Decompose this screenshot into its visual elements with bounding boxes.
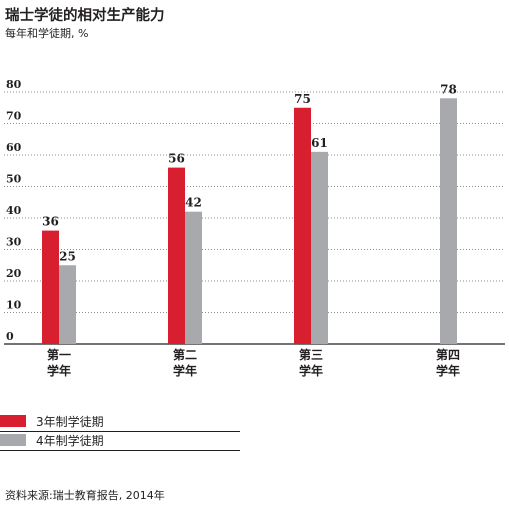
bar-2-2 xyxy=(185,211,202,344)
legend-label-series-2: 4年制学徒期 xyxy=(36,434,104,448)
bar-1-1 xyxy=(42,230,59,344)
y-tick-label: 40 xyxy=(6,204,22,217)
y-tick-label: 60 xyxy=(6,141,22,154)
bar-1-2 xyxy=(168,167,185,344)
legend-label-series-1: 3年制学徒期 xyxy=(36,415,104,429)
bar-2-1 xyxy=(59,265,76,344)
y-tick-label: 10 xyxy=(6,299,22,312)
y-tick-label: 0 xyxy=(6,330,14,343)
legend-divider xyxy=(0,450,240,451)
source-note: 资料来源:瑞士教育报告, 2014年 xyxy=(5,489,165,502)
legend-item-series-1: 3年制学徒期 xyxy=(0,415,240,433)
y-tick-label: 30 xyxy=(6,236,22,249)
y-tick-label: 70 xyxy=(6,110,22,123)
x-tick-label: 学年 xyxy=(299,363,323,378)
legend-item-series-2: 4年制学徒期 xyxy=(0,434,240,452)
y-tick-label: 80 xyxy=(6,78,22,91)
x-tick-label: 第二 xyxy=(173,347,197,362)
chart-title: 瑞士学徒的相对生产能力 xyxy=(5,8,165,24)
data-label: 61 xyxy=(311,136,328,150)
data-label: 56 xyxy=(168,152,185,166)
data-label: 75 xyxy=(294,92,311,106)
chart-subtitle: 每年和学徒期, % xyxy=(5,27,89,40)
y-tick-label: 20 xyxy=(6,267,22,280)
legend-swatch-series-2 xyxy=(0,434,26,446)
x-tick-label: 第一 xyxy=(47,347,71,362)
data-label: 78 xyxy=(440,82,457,96)
x-tick-label: 学年 xyxy=(173,363,197,378)
bar-2-3 xyxy=(311,151,328,344)
bar-chart: 010203040506070803625第一学年5642第二学年7561第三学… xyxy=(4,78,505,378)
legend-swatch-series-1 xyxy=(0,415,26,427)
x-tick-label: 第三 xyxy=(299,347,323,362)
y-tick-label: 50 xyxy=(6,173,22,186)
x-tick-label: 第四 xyxy=(436,347,460,362)
data-label: 36 xyxy=(42,215,59,229)
bar-1-3 xyxy=(294,107,311,344)
legend-divider xyxy=(0,431,240,432)
data-label: 42 xyxy=(185,196,202,210)
bar-2-4 xyxy=(440,98,457,344)
x-tick-label: 学年 xyxy=(436,363,460,378)
x-tick-label: 学年 xyxy=(47,363,71,378)
data-label: 25 xyxy=(59,249,76,263)
